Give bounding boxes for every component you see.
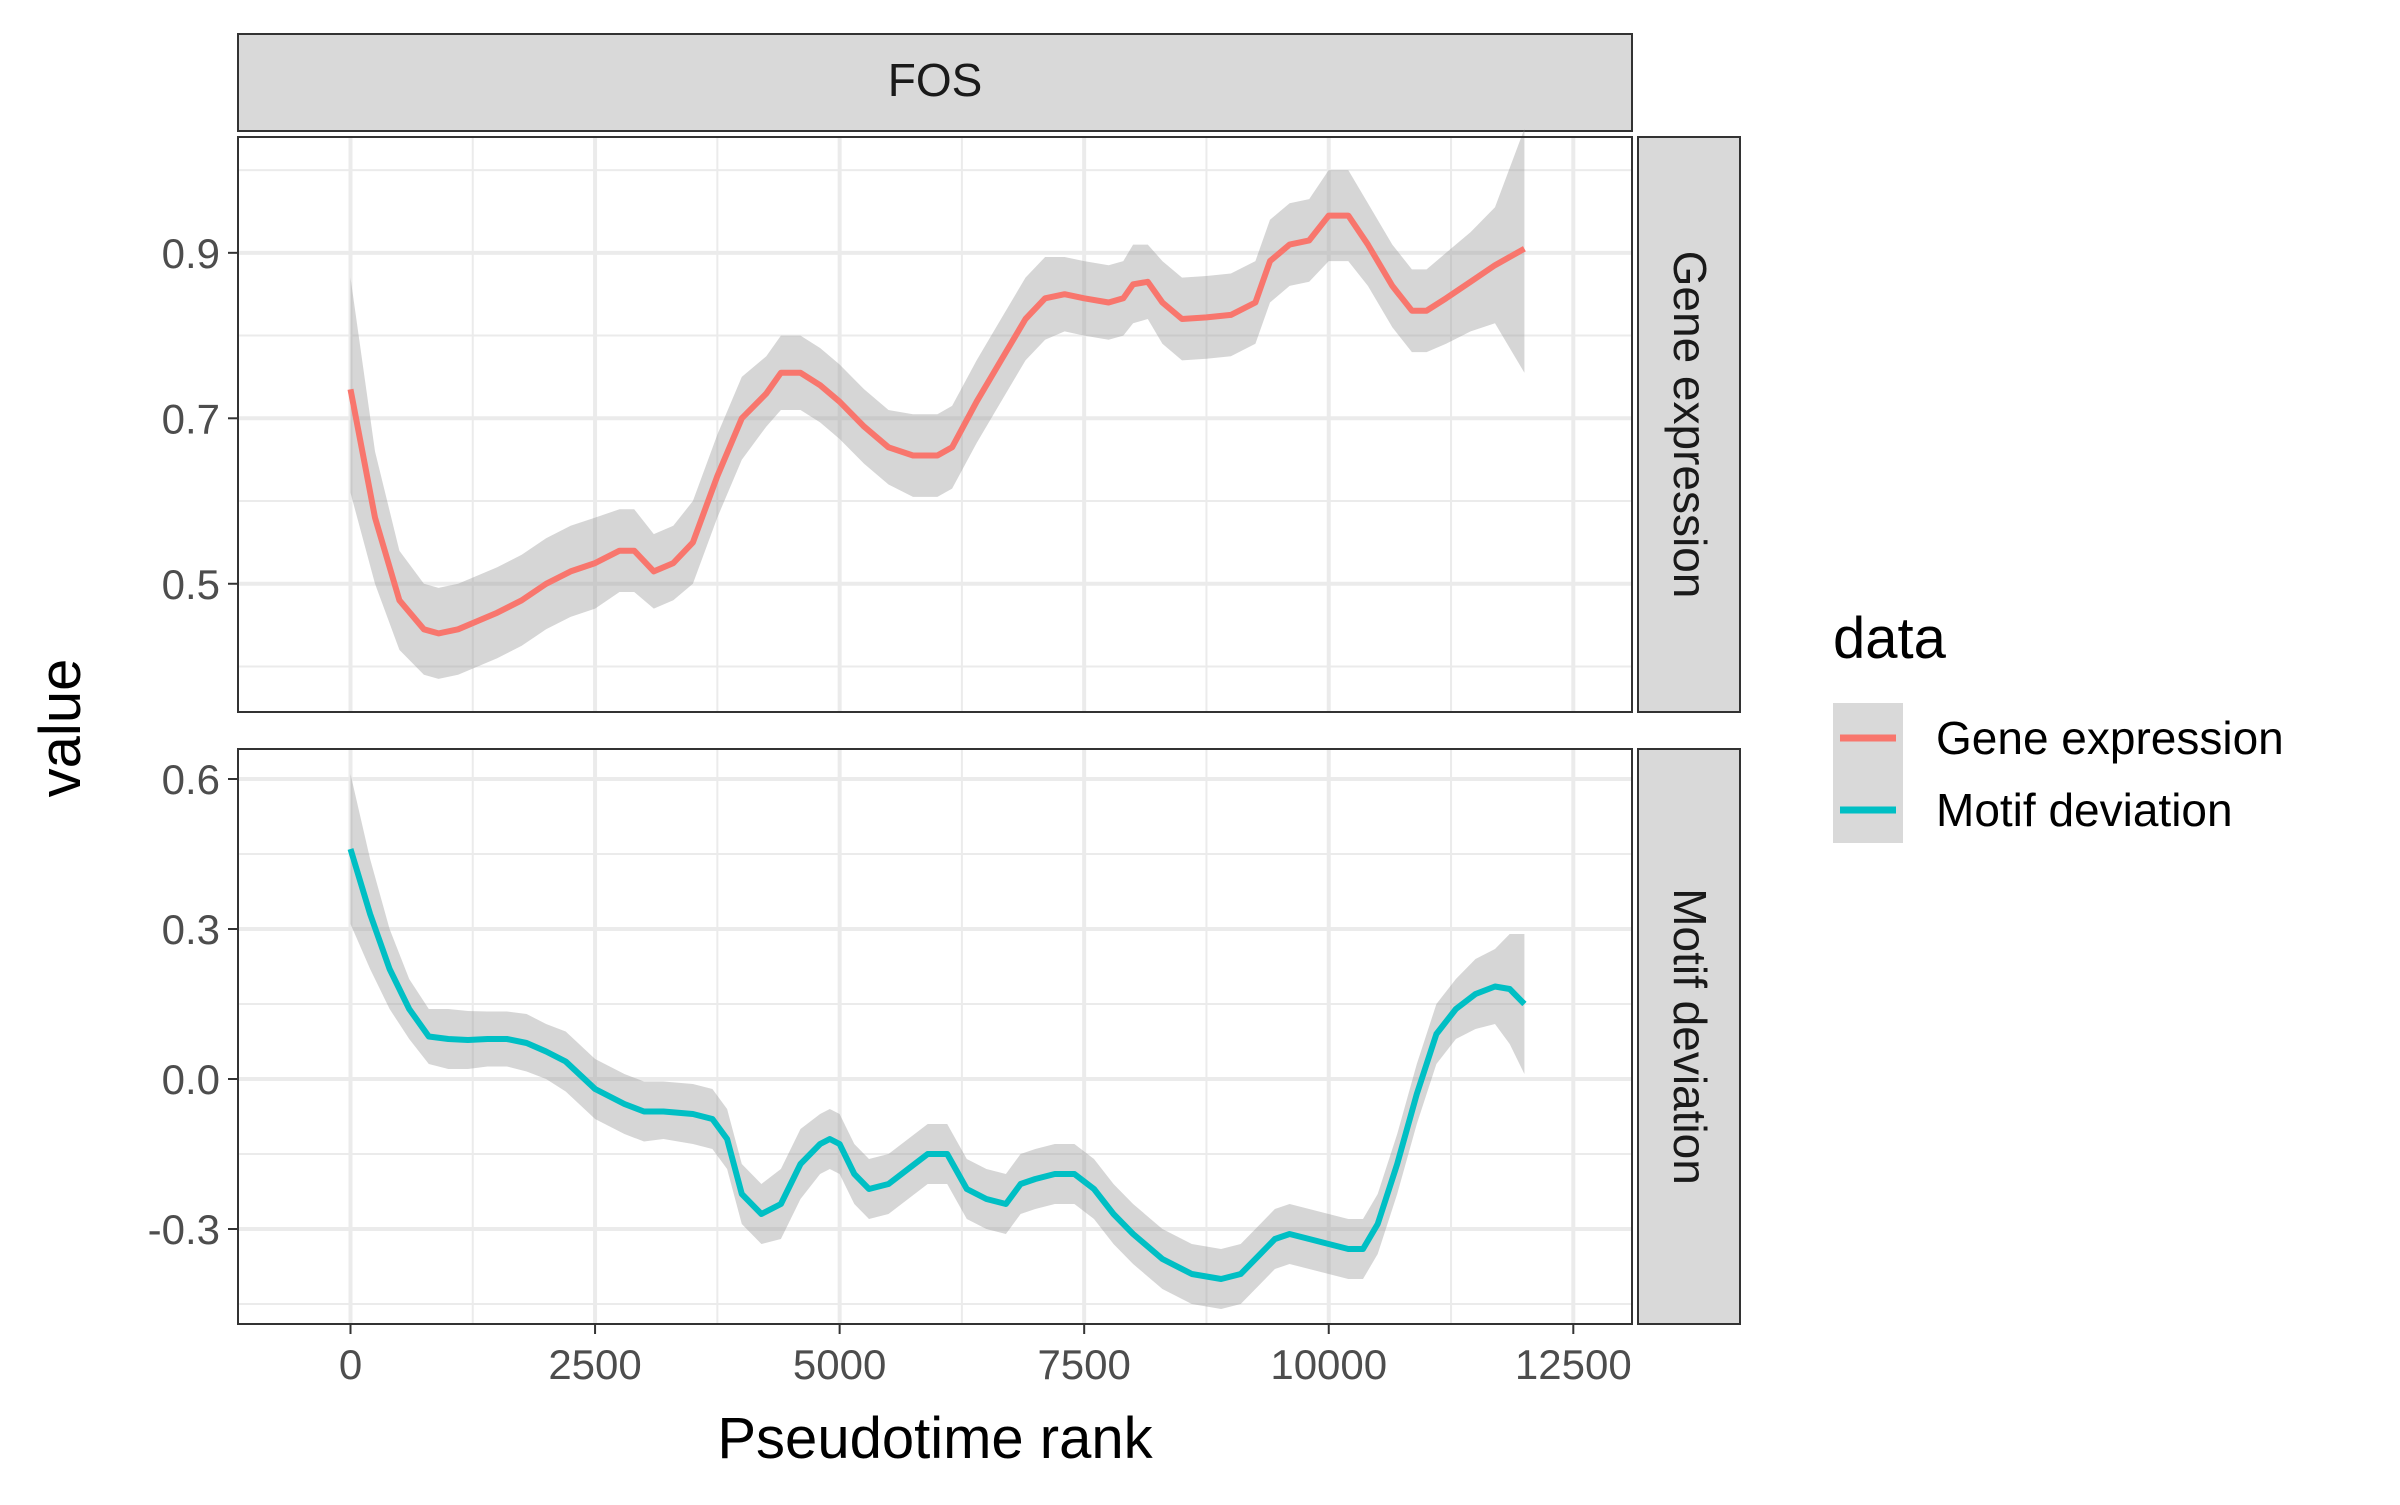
x-tick-label: 7500: [1037, 1341, 1130, 1388]
confidence-ribbon: [350, 128, 1525, 679]
legend-title: data: [1833, 606, 1947, 671]
panel-strip: Gene expression: [1637, 136, 1741, 713]
y-axis-title: value: [28, 659, 93, 798]
facet-title: FOS: [888, 54, 983, 106]
x-tick-label: 2500: [548, 1341, 641, 1388]
panel-border: [237, 136, 1633, 713]
x-axis-title: Pseudotime rank: [717, 1406, 1153, 1471]
panel-background: [238, 137, 1632, 712]
panel-strip-box: [1637, 748, 1741, 1325]
panel-motif-deviation: -0.3 0.0 0.3 0.6 Motif deviation: [148, 748, 1741, 1325]
x-tick-label: 10000: [1270, 1341, 1387, 1388]
panels: 0.5 0.7 0.9 Gene expression -0.3 0.0 0.3 0.6 Mot…: [148, 128, 1741, 1325]
y-tick-label: 0.5: [162, 561, 220, 608]
legend-label-motif-deviation: Motif deviation: [1936, 784, 2233, 836]
panel-gene-expression: 0.5 0.7 0.9 Gene expression: [162, 128, 1741, 713]
panel-strip: Motif deviation: [1637, 748, 1741, 1325]
y-tick-label: 0.9: [162, 230, 220, 277]
panel-strip-label: Motif deviation: [1664, 888, 1716, 1185]
x-axis: 0 2500 5000 7500 10000 12500: [339, 1324, 1632, 1388]
panel-strip-label: Gene expression: [1664, 251, 1716, 599]
x-tick-label: 12500: [1515, 1341, 1632, 1388]
y-tick-label: 0.6: [162, 756, 220, 803]
series-line: [347, 848, 1527, 1282]
y-tick-label: -0.3: [148, 1206, 220, 1253]
y-tick-label: 0.3: [162, 906, 220, 953]
y-tick-label: 0.0: [162, 1056, 220, 1103]
x-tick-label: 0: [339, 1341, 362, 1388]
panel-strip-box: [1637, 136, 1741, 713]
series-line: [347, 212, 1526, 637]
facet-strip: FOS: [237, 33, 1633, 132]
panel-border: [237, 748, 1633, 1325]
x-tick-label: 5000: [793, 1341, 886, 1388]
legend: data Gene expression Motif deviation: [1833, 606, 2284, 843]
y-tick-label: 0.7: [162, 395, 220, 442]
legend-label-gene-expression: Gene expression: [1936, 712, 2284, 764]
